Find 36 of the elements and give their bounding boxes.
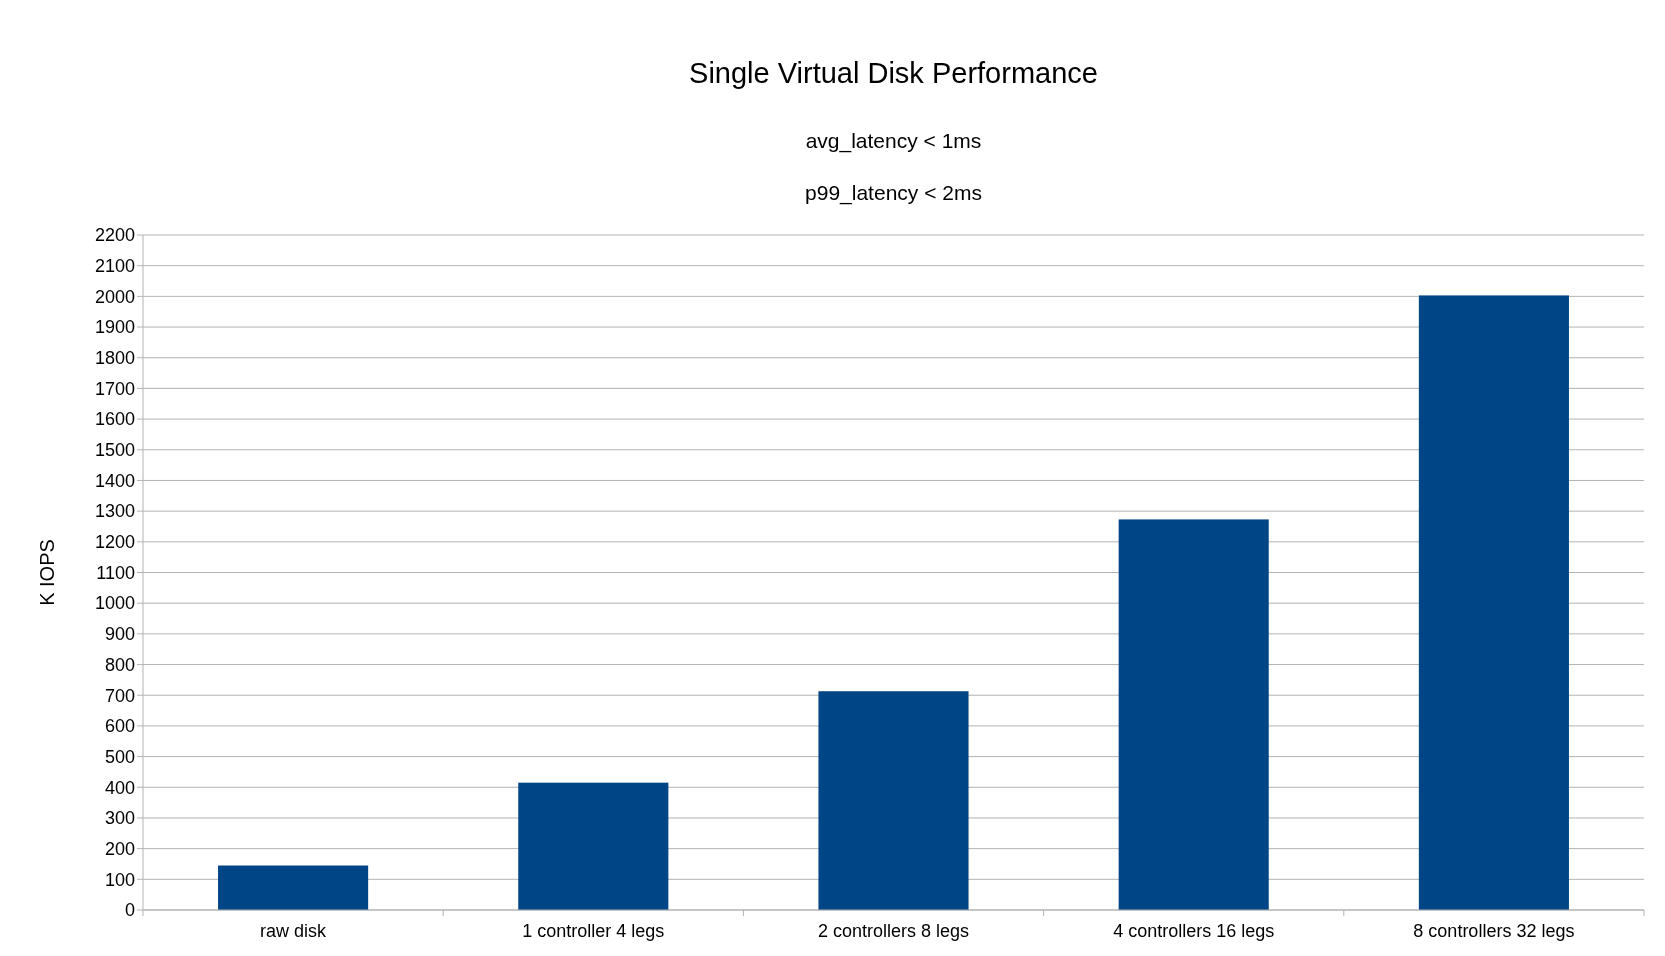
y-tick-label: 1900	[94, 317, 135, 338]
bar	[818, 691, 969, 910]
y-tick-label: 900	[104, 624, 135, 645]
y-tick-label: 1100	[96, 562, 135, 583]
x-tick-label: 2 controllers 8 legs	[817, 921, 970, 941]
y-tick-label: 2100	[94, 255, 135, 276]
y-tick-label: 800	[104, 654, 135, 675]
bar	[1418, 295, 1569, 910]
y-tick-label: 1300	[94, 501, 135, 522]
y-tick-label: 1700	[94, 378, 135, 399]
y-tick-label: 300	[104, 808, 135, 829]
y-tick-label: 1000	[94, 593, 135, 614]
y-axis-title: K IOPS	[36, 539, 58, 606]
y-tick-label: 200	[104, 838, 135, 859]
y-tick-label: 100	[104, 869, 135, 890]
bar	[218, 865, 369, 910]
y-tick-label: 600	[104, 716, 135, 737]
x-tick-label: raw disk	[260, 921, 328, 941]
y-tick-label: 500	[104, 746, 135, 767]
y-tick-label: 1600	[94, 409, 135, 430]
y-tick-label: 1800	[94, 348, 135, 369]
y-tick-label: 400	[104, 777, 135, 798]
bar	[1118, 519, 1269, 910]
y-tick-label: 2000	[94, 286, 135, 307]
y-tick-label: 1200	[94, 532, 135, 553]
y-tick-label: 0	[124, 900, 135, 921]
y-tick-label: 1400	[94, 470, 135, 491]
x-tick-label: 1 controller 4 legs	[522, 921, 665, 941]
text: avg_latency < 1ms p99_latency < 2ms	[805, 129, 982, 204]
x-tick-label: 8 controllers 32 legs	[1413, 921, 1575, 941]
x-tick-label: 4 controllers 16 legs	[1113, 921, 1275, 941]
y-tick-label: 2200	[94, 225, 135, 246]
y-tick-label: 700	[104, 685, 135, 706]
chart-title: Single Virtual Disk Performance	[689, 57, 1098, 89]
y-tick-label: 1500	[94, 440, 135, 461]
bar	[518, 782, 669, 910]
